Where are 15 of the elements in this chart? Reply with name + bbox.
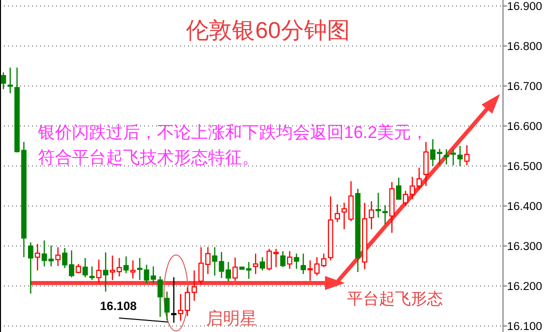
y-tick-label: 16.300 bbox=[507, 241, 542, 253]
annotation: 平台起飞形态 bbox=[347, 290, 443, 308]
annotation: 16.108 bbox=[100, 299, 138, 313]
text: 伦敦银60分钟图 bbox=[186, 17, 350, 43]
y-tick-label: 16.100 bbox=[507, 321, 542, 332]
annotation: 启明星 bbox=[206, 309, 257, 328]
y-tick-label: 16.700 bbox=[507, 81, 542, 93]
y-tick-label: 16.500 bbox=[507, 161, 542, 173]
annotation: 符合平台起飞技术形态特征。 bbox=[38, 148, 259, 167]
y-tick-label: 16.800 bbox=[507, 41, 542, 53]
y-tick-label: 16.900 bbox=[507, 1, 542, 13]
y-tick-label: 16.200 bbox=[507, 281, 542, 293]
y-tick-label: 16.400 bbox=[507, 201, 542, 213]
annotation: 银价闪跌过后，不论上涨和下跌均会返回16.2美元， bbox=[37, 123, 428, 142]
y-tick-label: 16.600 bbox=[507, 121, 542, 133]
